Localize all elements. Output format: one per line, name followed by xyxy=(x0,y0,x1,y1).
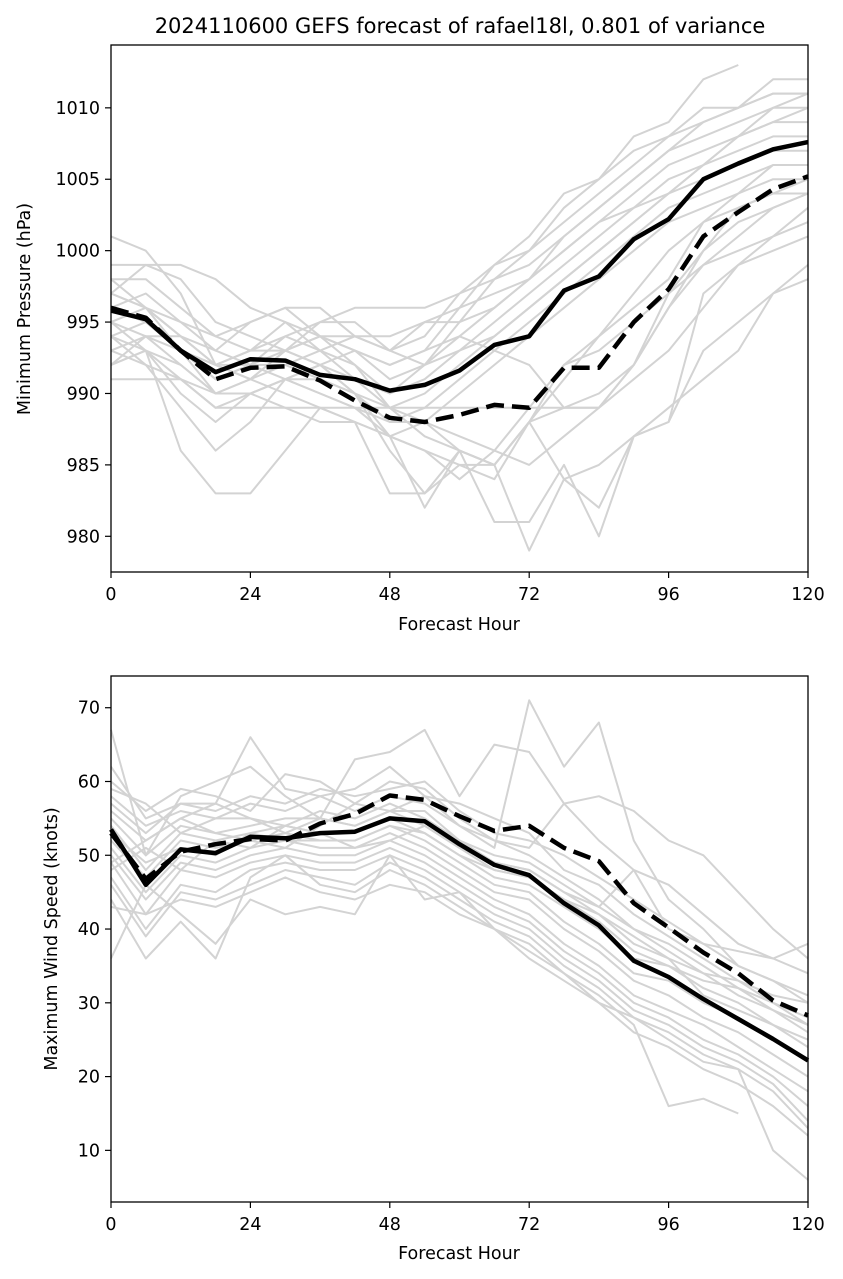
wind-y-tick-label: 70 xyxy=(78,699,100,719)
pressure-x-axis-label: Forecast Hour xyxy=(398,615,521,635)
wind-member-line-16 xyxy=(110,802,809,1026)
wind-member-line-19 xyxy=(110,824,809,1048)
wind-x-tick-label: 0 xyxy=(105,1215,116,1235)
wind-solid-mean-line xyxy=(109,816,810,1063)
pressure-member-line-8 xyxy=(110,178,808,438)
wind-panel: 0 24 48 72 96 120 10 20 30 40 50 60 70 Forecast Hou… xyxy=(42,675,825,1264)
pressure-y-tick-label: 980 xyxy=(67,527,100,547)
pressure-dashed-mean-line xyxy=(110,174,809,425)
wind-y-tick-label: 60 xyxy=(78,772,100,792)
pressure-member-line-11 xyxy=(110,221,809,466)
pressure-x-tick-label: 24 xyxy=(239,585,261,605)
pressure-x-tick-label: 96 xyxy=(657,585,679,605)
pressure-y-tick-label: 1000 xyxy=(55,242,100,262)
pressure-member-line-3 xyxy=(110,106,808,352)
wind-y-tick-label: 10 xyxy=(78,1141,100,1161)
wind-x-tick-label: 48 xyxy=(379,1215,401,1235)
wind-mean-lines xyxy=(109,793,810,1063)
wind-dashed-mean-line xyxy=(109,793,809,1018)
wind-x-tick-label: 72 xyxy=(518,1215,540,1235)
wind-member-lines xyxy=(110,699,809,1181)
pressure-y-tick-label: 990 xyxy=(67,384,100,404)
wind-member-line-9 xyxy=(110,839,809,1093)
pressure-member-line-14 xyxy=(110,164,808,495)
wind-y-tick-label: 40 xyxy=(78,920,100,940)
pressure-plot-frame xyxy=(110,44,809,573)
pressure-x-ticks: 0 24 48 72 96 120 xyxy=(105,572,825,605)
wind-x-tick-label: 96 xyxy=(657,1215,679,1235)
pressure-y-tick-label: 1010 xyxy=(55,99,100,119)
wind-x-tick-label: 120 xyxy=(791,1215,824,1235)
wind-plot-frame xyxy=(110,675,809,1203)
wind-member-line-12 xyxy=(110,861,809,1129)
wind-member-line-3 xyxy=(110,795,809,960)
wind-y-tick-label: 20 xyxy=(78,1068,100,1088)
pressure-member-line-17 xyxy=(110,278,809,481)
wind-y-axis-label: Maximum Wind Speed (knots) xyxy=(42,807,62,1070)
wind-y-ticks: 10 20 30 40 50 60 70 xyxy=(78,699,111,1161)
pressure-y-tick-label: 995 xyxy=(67,313,100,333)
pressure-member-line-18 xyxy=(110,207,809,409)
pressure-y-axis-label: Minimum Pressure (hPa) xyxy=(15,203,35,415)
pressure-member-line-9 xyxy=(111,192,808,409)
wind-member-line-17 xyxy=(110,780,809,997)
wind-member-line-15 xyxy=(110,876,809,1137)
wind-y-tick-label: 50 xyxy=(78,846,100,866)
wind-member-line-0 xyxy=(110,728,809,960)
wind-x-tick-label: 24 xyxy=(239,1215,261,1235)
pressure-y-ticks: 980 985 990 995 1000 1005 1010 xyxy=(55,99,111,547)
wind-x-axis-label: Forecast Hour xyxy=(398,1244,521,1264)
pressure-member-line-20 xyxy=(110,106,809,366)
chart-title: 2024110600 GEFS forecast of rafael18l, 0… xyxy=(155,14,766,38)
wind-member-line-20 xyxy=(110,787,809,1026)
pressure-x-tick-label: 48 xyxy=(379,585,401,605)
wind-member-line-10 xyxy=(110,846,809,1107)
wind-member-line-14 xyxy=(110,854,739,1115)
pressure-x-tick-label: 72 xyxy=(518,585,540,605)
wind-x-ticks: 0 24 48 72 96 120 xyxy=(105,1202,825,1235)
wind-y-tick-label: 30 xyxy=(78,994,100,1014)
pressure-x-tick-label: 120 xyxy=(791,585,824,605)
pressure-panel: 0 24 48 72 96 120 980 985 990 995 1000 1005 1010 Fo… xyxy=(15,44,825,635)
pressure-mean-lines xyxy=(110,139,809,425)
pressure-solid-mean-line xyxy=(110,139,809,393)
wind-member-line-8 xyxy=(110,832,809,1078)
pressure-x-tick-label: 0 xyxy=(105,585,116,605)
pressure-y-tick-label: 1005 xyxy=(55,170,100,190)
pressure-y-tick-label: 985 xyxy=(67,456,100,476)
